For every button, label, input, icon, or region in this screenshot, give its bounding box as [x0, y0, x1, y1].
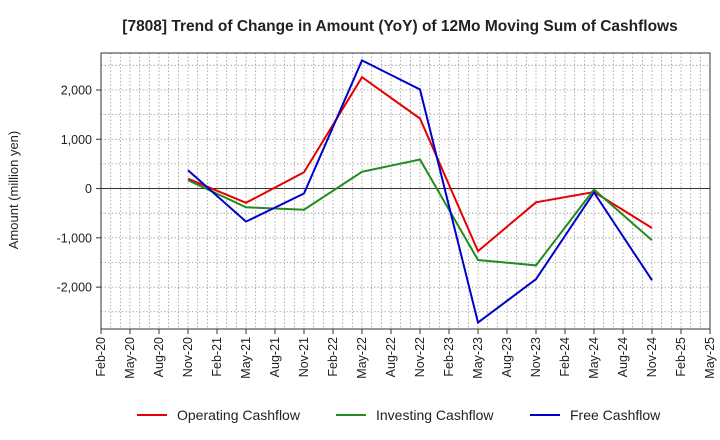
y-tick-label: -2,000 — [57, 281, 92, 295]
y-axis-label: Amount (million yen) — [6, 131, 21, 250]
x-tick-label: May-25 — [703, 337, 717, 379]
series-line-free-cashflow — [187, 59, 653, 325]
x-tick-label: Aug-23 — [500, 337, 514, 377]
series-line-operating-cashflow — [187, 75, 653, 253]
x-tick-label: May-20 — [123, 337, 137, 379]
x-tick-label: Aug-21 — [268, 337, 282, 377]
x-tick-label: Feb-21 — [210, 337, 224, 377]
x-axis-ticks: Feb-20 May-20 Aug-20 Nov-20 Feb-21 May-21 Aug-… — [94, 329, 717, 379]
x-tick-label: Nov-23 — [529, 337, 543, 377]
y-tick-label: -1,000 — [57, 231, 92, 245]
x-tick-label: Aug-24 — [616, 337, 630, 377]
legend-label: Operating Cashflow — [177, 407, 301, 423]
chart-title: [7808] Trend of Change in Amount (YoY) o… — [122, 18, 677, 35]
x-tick-label: Nov-24 — [645, 337, 659, 377]
legend-label: Investing Cashflow — [376, 407, 494, 423]
x-tick-label: Feb-24 — [558, 337, 572, 377]
x-tick-label: Aug-22 — [384, 337, 398, 377]
legend: Operating Cashflow Investing Cashflow Free… — [137, 407, 661, 423]
legend-label: Free Cashflow — [570, 407, 661, 423]
x-tick-label: May-22 — [355, 337, 369, 379]
x-tick-label: Aug-20 — [152, 337, 166, 377]
y-axis-ticks: -2,000 -1,000 0 1,000 2,000 — [57, 83, 101, 295]
grid — [100, 53, 711, 329]
x-tick-label: Nov-21 — [297, 337, 311, 377]
x-tick-label: Feb-25 — [674, 337, 688, 377]
x-tick-label: May-24 — [587, 337, 601, 379]
x-tick-label: May-23 — [471, 337, 485, 379]
x-tick-label: Feb-20 — [94, 337, 108, 377]
x-tick-label: Nov-20 — [181, 337, 195, 377]
x-tick-label: Feb-22 — [326, 337, 340, 377]
x-tick-label: Feb-23 — [442, 337, 456, 377]
series-line-investing-cashflow — [187, 158, 653, 267]
x-tick-label: May-21 — [239, 337, 253, 379]
y-tick-label: 0 — [85, 182, 92, 196]
series — [187, 59, 653, 325]
x-tick-label: Nov-22 — [413, 337, 427, 377]
plot-area — [100, 52, 711, 330]
y-tick-label: 1,000 — [61, 133, 92, 147]
y-tick-label: 2,000 — [61, 83, 92, 97]
